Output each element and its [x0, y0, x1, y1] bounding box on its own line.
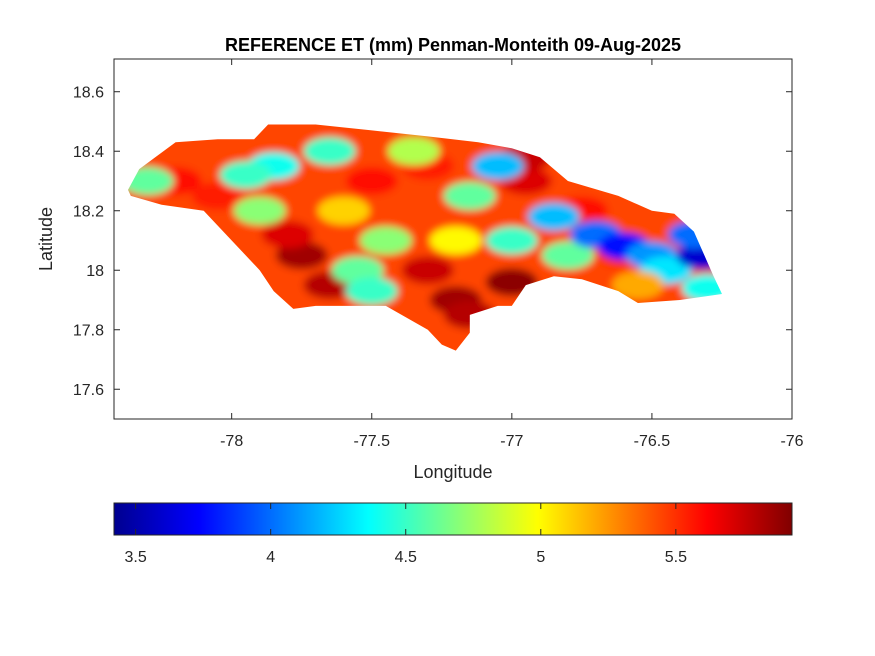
heat-cell: [485, 226, 538, 255]
heat-cell: [345, 167, 398, 195]
y-tick-label: 18.2: [73, 204, 104, 221]
x-axis-label: Longitude: [413, 462, 492, 482]
heat-cell: [471, 152, 524, 181]
x-tick-label: -76: [780, 433, 803, 450]
y-tick-label: 18: [86, 263, 104, 280]
heat-cell: [387, 137, 440, 166]
heat-cell: [611, 271, 664, 300]
heat-cell: [233, 196, 286, 225]
heat-cell: [345, 277, 398, 306]
heat-cell: [191, 181, 244, 210]
heat-cell: [443, 181, 496, 210]
colorbar-tick-label: 4: [266, 549, 275, 566]
x-axis: -78 -77.5 -77 -76.5 -76: [220, 59, 804, 450]
y-tick-label: 18.4: [73, 144, 104, 161]
x-tick-label: -77: [500, 433, 523, 450]
heat-cell: [429, 226, 482, 255]
y-axis-label: Latitude: [36, 207, 56, 271]
colorbar: [113, 502, 793, 536]
y-axis: 17.6 17.8 18 18.2 18.4 18.6: [73, 85, 792, 399]
chart-title: REFERENCE ET (mm) Penman-Monteith 09-Aug…: [225, 35, 681, 55]
heat-cell: [303, 137, 356, 166]
x-tick-label: -76.5: [634, 433, 671, 450]
x-tick-label: -78: [220, 433, 243, 450]
colorbar-tick-label: 3.5: [124, 549, 146, 566]
colorbar-ticks: 3.5 4 4.5 5 5.5: [124, 503, 687, 566]
colorbar-tick-label: 4.5: [395, 549, 417, 566]
x-tick-label: -77.5: [354, 433, 391, 450]
y-tick-label: 17.8: [73, 323, 104, 340]
heat-cell: [359, 226, 412, 255]
y-tick-label: 18.6: [73, 85, 104, 102]
y-tick-label: 17.6: [73, 382, 104, 399]
heat-cell: [261, 220, 314, 249]
colorbar-tick-label: 5: [536, 549, 545, 566]
heat-cell: [219, 161, 272, 189]
colorbar-tick-label: 5.5: [665, 549, 687, 566]
heat-cell: [541, 241, 594, 270]
heat-cell: [527, 202, 580, 231]
heat-cell: [401, 256, 454, 285]
heat-cell: [317, 196, 370, 225]
